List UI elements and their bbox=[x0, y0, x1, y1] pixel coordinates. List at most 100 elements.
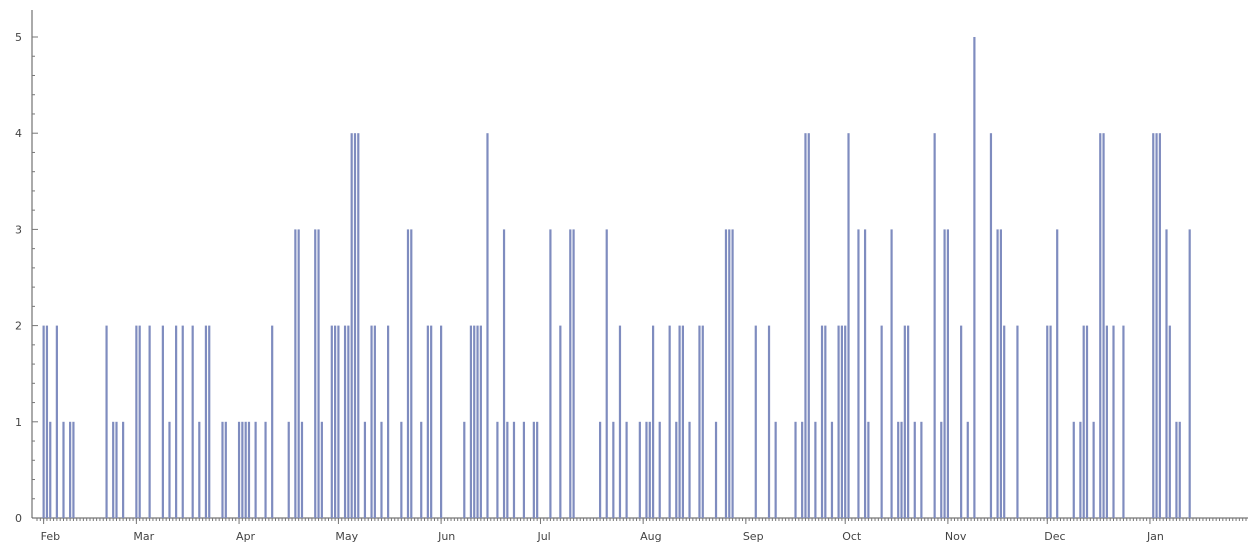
bar bbox=[112, 421, 115, 518]
bar bbox=[1178, 421, 1181, 518]
bar bbox=[731, 229, 734, 518]
bar bbox=[973, 37, 976, 518]
bar bbox=[181, 325, 184, 518]
x-tick-label: Aug bbox=[640, 530, 661, 543]
bar bbox=[824, 325, 827, 518]
bar bbox=[69, 421, 72, 518]
bar bbox=[168, 421, 171, 518]
bar bbox=[903, 325, 906, 518]
bar bbox=[1003, 325, 1006, 518]
bar bbox=[426, 325, 429, 518]
bar bbox=[387, 325, 390, 518]
bar bbox=[804, 133, 807, 518]
y-tick-label: 5 bbox=[15, 31, 22, 44]
bar bbox=[208, 325, 211, 518]
bar bbox=[698, 325, 701, 518]
bar bbox=[658, 421, 661, 518]
bar bbox=[237, 421, 241, 518]
bar bbox=[294, 229, 297, 518]
bar bbox=[506, 421, 509, 518]
bar bbox=[913, 421, 916, 518]
bar bbox=[370, 325, 373, 518]
bar bbox=[175, 325, 178, 518]
bar bbox=[598, 421, 602, 518]
bar bbox=[241, 421, 244, 518]
bar bbox=[867, 421, 870, 518]
bar bbox=[940, 421, 943, 518]
bar bbox=[675, 421, 678, 518]
bar bbox=[1102, 133, 1105, 518]
bar bbox=[794, 421, 797, 518]
bar bbox=[1016, 325, 1019, 518]
bar bbox=[1105, 325, 1108, 518]
bar bbox=[857, 229, 860, 518]
bar bbox=[897, 421, 900, 518]
bar bbox=[946, 229, 949, 518]
bar bbox=[572, 229, 575, 518]
bar bbox=[569, 229, 572, 518]
bars bbox=[42, 37, 1191, 518]
bar bbox=[469, 325, 473, 518]
bar bbox=[1079, 421, 1082, 518]
bar bbox=[907, 325, 910, 518]
bar bbox=[840, 325, 843, 518]
bar bbox=[49, 421, 52, 518]
bar bbox=[476, 325, 479, 518]
bar bbox=[522, 421, 526, 518]
y-tick-label: 1 bbox=[15, 416, 22, 429]
bar bbox=[966, 421, 969, 518]
bar bbox=[314, 229, 317, 518]
bar bbox=[317, 229, 320, 518]
bar bbox=[767, 325, 771, 518]
y-axis: 0 1 2 3 4 5 bbox=[15, 10, 38, 525]
bar bbox=[728, 229, 731, 518]
bar bbox=[960, 325, 963, 518]
bar bbox=[847, 133, 850, 518]
bar bbox=[844, 325, 847, 518]
bar bbox=[999, 229, 1002, 518]
bar bbox=[254, 421, 257, 518]
bar bbox=[473, 325, 476, 518]
bar bbox=[943, 229, 946, 518]
bar bbox=[45, 325, 49, 518]
x-tick-label: Jul bbox=[536, 530, 550, 543]
bar bbox=[1158, 133, 1161, 518]
bar bbox=[701, 325, 704, 518]
bar bbox=[920, 421, 923, 518]
bar bbox=[1152, 133, 1155, 518]
bar bbox=[373, 325, 376, 518]
bar bbox=[1165, 229, 1168, 518]
bar bbox=[668, 325, 671, 518]
bar bbox=[486, 133, 489, 518]
bar bbox=[1085, 325, 1089, 518]
bar bbox=[807, 133, 810, 518]
bar bbox=[820, 325, 824, 518]
bar bbox=[247, 421, 251, 518]
bar bbox=[350, 133, 353, 518]
bar bbox=[271, 325, 274, 518]
y-tick-label: 2 bbox=[15, 320, 22, 333]
y-tick-label: 4 bbox=[15, 127, 22, 140]
bar bbox=[989, 133, 993, 518]
bar bbox=[996, 229, 999, 518]
bar bbox=[55, 325, 58, 518]
bar bbox=[496, 421, 499, 518]
bar bbox=[863, 229, 867, 518]
bar bbox=[1175, 421, 1178, 518]
y-tick-label: 0 bbox=[15, 512, 22, 525]
bar bbox=[191, 325, 194, 518]
bar bbox=[724, 229, 728, 518]
bar bbox=[72, 421, 75, 518]
bar bbox=[337, 325, 340, 518]
y-tick-label: 3 bbox=[15, 223, 22, 236]
bar bbox=[651, 325, 655, 518]
bar bbox=[430, 325, 433, 518]
bar bbox=[900, 421, 903, 518]
bar bbox=[224, 421, 227, 518]
bar bbox=[512, 421, 516, 518]
bar bbox=[502, 229, 506, 518]
bar bbox=[1188, 229, 1191, 518]
bar bbox=[320, 421, 323, 518]
bar bbox=[1049, 325, 1052, 518]
